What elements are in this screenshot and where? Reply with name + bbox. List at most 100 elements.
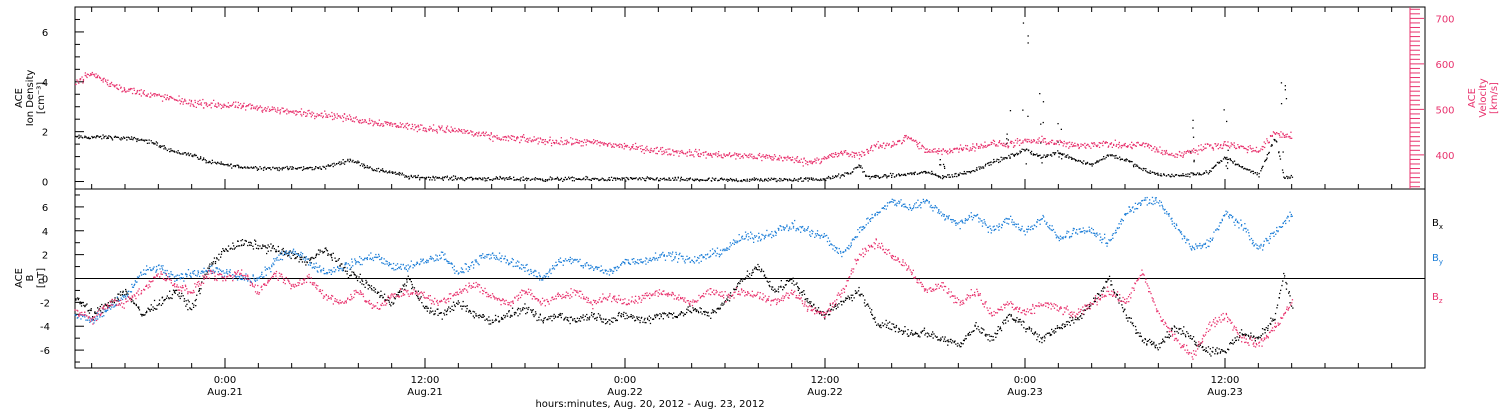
ion-density-point <box>1167 174 1170 176</box>
ion-density-point <box>307 168 309 170</box>
ion-density-point <box>1145 170 1147 172</box>
velocity-point <box>100 79 103 81</box>
bx-point <box>388 299 390 302</box>
velocity-point <box>913 140 915 142</box>
bx-point <box>838 303 840 305</box>
ion-density-spike-point <box>1005 143 1008 145</box>
velocity-point <box>306 115 308 117</box>
bx-point <box>975 322 977 324</box>
velocity-point <box>322 116 324 119</box>
bx-point <box>1069 316 1071 319</box>
bx-point <box>237 240 239 242</box>
bx-point <box>569 322 571 325</box>
velocity-point <box>371 119 373 122</box>
ion-density-point <box>281 167 283 169</box>
by-point <box>258 277 260 280</box>
bx-point <box>292 254 294 256</box>
ion-density-point <box>382 170 384 173</box>
ion-density-point <box>720 178 722 180</box>
velocity-point <box>286 108 288 110</box>
velocity-point <box>136 91 138 93</box>
ion-density-point <box>608 177 610 179</box>
bx-point <box>417 297 419 300</box>
velocity-point <box>981 144 983 147</box>
by-point <box>203 267 205 269</box>
velocity-point <box>336 117 338 119</box>
velocity-point <box>533 139 536 141</box>
bx-point <box>181 292 183 295</box>
bx-point <box>534 311 537 313</box>
velocity-point <box>314 117 316 120</box>
bx-point <box>803 290 805 292</box>
velocity-point <box>924 151 926 153</box>
velocity-point <box>1125 146 1128 148</box>
velocity-point <box>209 104 211 106</box>
velocity-point <box>302 113 305 115</box>
ion-density-point <box>873 176 875 178</box>
ion-density-point <box>549 176 551 178</box>
ion-density-point <box>753 177 755 179</box>
bx-point <box>1144 338 1146 340</box>
velocity-point <box>1036 141 1038 143</box>
velocity-point <box>965 144 967 147</box>
velocity-point <box>223 103 225 105</box>
ion-density-point <box>721 178 724 180</box>
velocity-point <box>1131 141 1133 143</box>
velocity-point <box>310 116 312 118</box>
velocity-point <box>1148 147 1150 149</box>
bx-point <box>955 343 957 345</box>
bx-point <box>565 316 567 318</box>
ion-density-point <box>881 176 884 178</box>
ion-density-point <box>594 177 596 179</box>
velocity-point <box>1227 141 1229 143</box>
bx-point <box>492 321 494 323</box>
bx-point <box>782 289 784 291</box>
velocity-point <box>254 108 257 110</box>
velocity-axis-title-line-3: [km/s] <box>1489 82 1500 114</box>
by-point <box>310 262 312 264</box>
bx-point <box>1210 355 1212 357</box>
bx-point <box>170 297 172 299</box>
bx-point <box>444 309 446 311</box>
bx-point <box>1285 288 1288 290</box>
ion-density-point <box>231 167 233 169</box>
velocity-point <box>916 144 918 146</box>
ion-density-spike-point <box>1226 167 1229 170</box>
bx-point <box>1183 332 1185 335</box>
ion-density-point <box>1072 158 1074 160</box>
velocity-point <box>619 146 621 148</box>
velocity-point <box>734 152 736 154</box>
ion-density-point <box>519 178 521 180</box>
velocity-point <box>508 136 510 138</box>
bx-point <box>665 313 667 315</box>
velocity-point <box>1253 150 1255 152</box>
velocity-point <box>630 148 632 150</box>
time-tick-label: 12:00 <box>811 375 840 386</box>
velocity-point <box>814 160 816 163</box>
ion-density-point <box>750 179 752 181</box>
velocity-point <box>1271 134 1273 137</box>
ion-density-point <box>979 168 981 170</box>
ion-density-point <box>1205 170 1207 172</box>
bx-point <box>578 320 580 322</box>
velocity-point <box>160 95 162 97</box>
bx-point <box>250 244 252 246</box>
velocity-point <box>983 146 986 148</box>
bx-point <box>164 298 166 301</box>
velocity-point <box>109 83 111 85</box>
velocity-point <box>876 143 878 145</box>
velocity-point <box>582 141 585 144</box>
velocity-point <box>877 141 879 143</box>
ion-density-point <box>119 138 121 140</box>
ion-density-point <box>807 177 809 179</box>
velocity-point <box>537 143 539 145</box>
ion-density-point <box>1016 154 1019 156</box>
by-point <box>155 270 158 272</box>
bx-point <box>558 314 560 316</box>
velocity-point <box>829 154 832 157</box>
bx-point <box>169 290 171 292</box>
bx-point <box>534 314 536 316</box>
ion-density-point <box>1170 175 1172 178</box>
velocity-point <box>202 98 204 101</box>
ion-density-point <box>891 176 893 178</box>
